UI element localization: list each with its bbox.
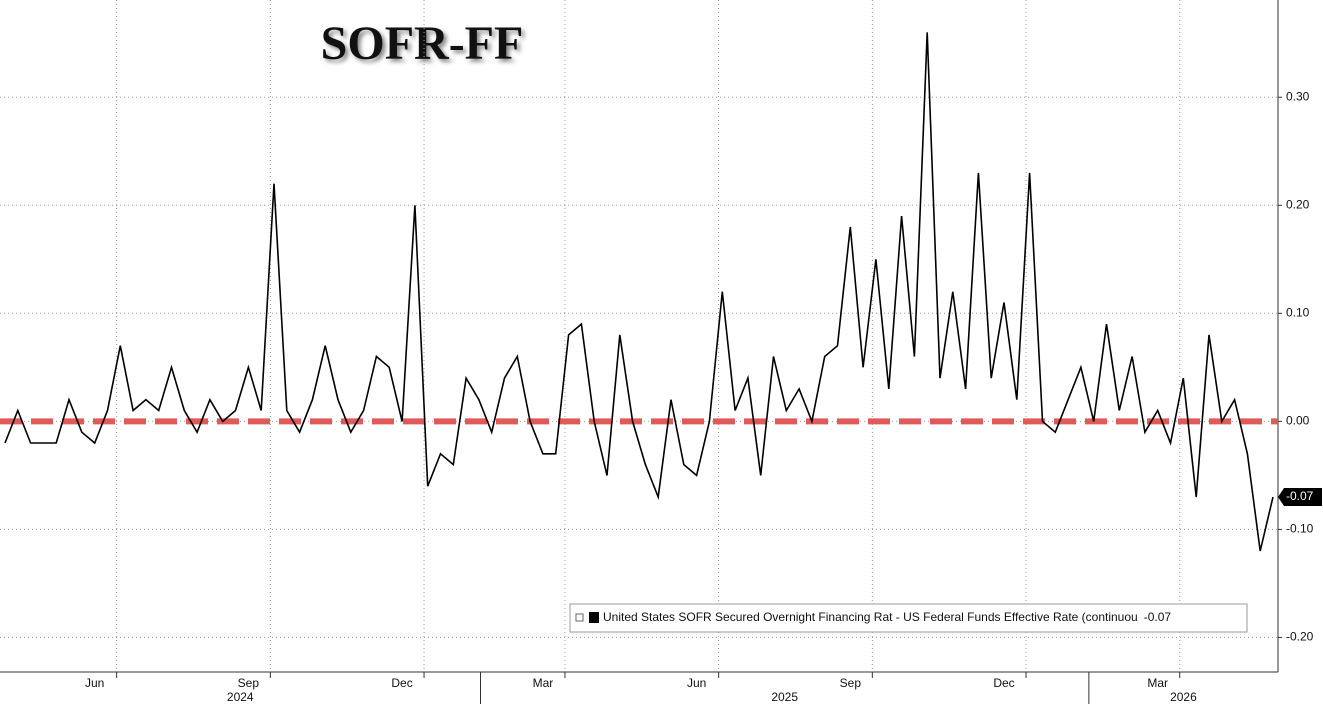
- legend-swatch: [589, 612, 599, 623]
- x-tick-label: Sep: [238, 676, 260, 690]
- x-tick-label: Mar: [1147, 676, 1168, 690]
- x-tick-label: Sep: [840, 676, 862, 690]
- last-value-label: -0.07: [1286, 489, 1314, 503]
- x-tick-label: Dec: [391, 676, 412, 690]
- y-tick-label: 0.20: [1286, 197, 1310, 211]
- y-tick-label: 0.00: [1286, 414, 1310, 428]
- year-label: 2026: [1170, 690, 1197, 704]
- x-tick-label: Jun: [687, 676, 706, 690]
- legend-value: -0.07: [1144, 610, 1172, 624]
- y-tick-label: 0.10: [1286, 305, 1310, 319]
- y-tick-label: -0.20: [1286, 630, 1314, 644]
- x-tick-label: Mar: [533, 676, 554, 690]
- y-tick-label: 0.30: [1286, 89, 1310, 103]
- legend-label: United States SOFR Secured Overnight Fin…: [603, 610, 1138, 624]
- y-tick-label: -0.10: [1286, 522, 1314, 536]
- year-label: 2024: [227, 690, 254, 704]
- legend-box: [569, 603, 1248, 633]
- legend-icon: [575, 613, 584, 622]
- chart-title: SOFR-FF: [321, 17, 524, 70]
- year-label: 2025: [771, 690, 798, 704]
- x-tick-label: Jun: [85, 676, 104, 690]
- x-tick-label: Dec: [993, 676, 1014, 690]
- series-line: [4, 32, 1274, 552]
- last-value-tag: [1278, 487, 1322, 506]
